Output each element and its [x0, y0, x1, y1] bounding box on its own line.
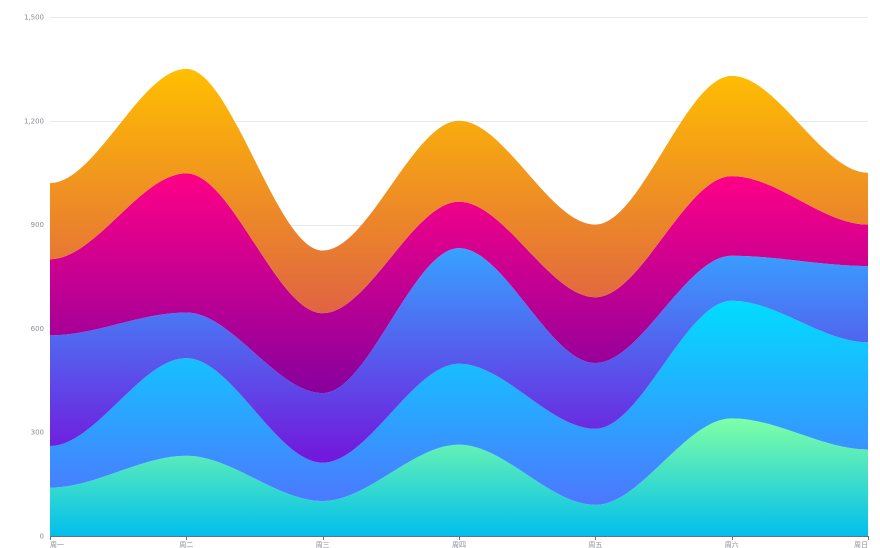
area-series-group	[50, 68, 868, 536]
area-series-3	[50, 248, 868, 463]
y-tick-label: 0	[40, 533, 44, 541]
x-tick-label: 周四	[452, 541, 466, 548]
x-tick-label: 周一	[50, 541, 64, 548]
area-series-4	[50, 173, 868, 394]
y-tick-label: 1,500	[24, 14, 44, 22]
area-series-1	[50, 418, 868, 536]
x-tick-label: 周日	[854, 541, 868, 548]
y-tick-label: 900	[31, 221, 44, 229]
y-tick-label: 600	[31, 325, 44, 333]
x-tick-label: 周三	[316, 541, 330, 548]
axes: 0 300 600 900 1,200 1,500 周一 周二 周三 周四 周五 周六 周日	[24, 14, 869, 548]
y-tick-label: 300	[31, 429, 44, 437]
area-series-2	[50, 300, 868, 505]
area-series-5	[50, 68, 868, 314]
y-tick-label: 1,200	[24, 117, 44, 125]
x-tick-label: 周六	[725, 540, 739, 548]
x-tick-label: 周二	[179, 541, 193, 548]
x-tick-label: 周五	[588, 541, 602, 548]
